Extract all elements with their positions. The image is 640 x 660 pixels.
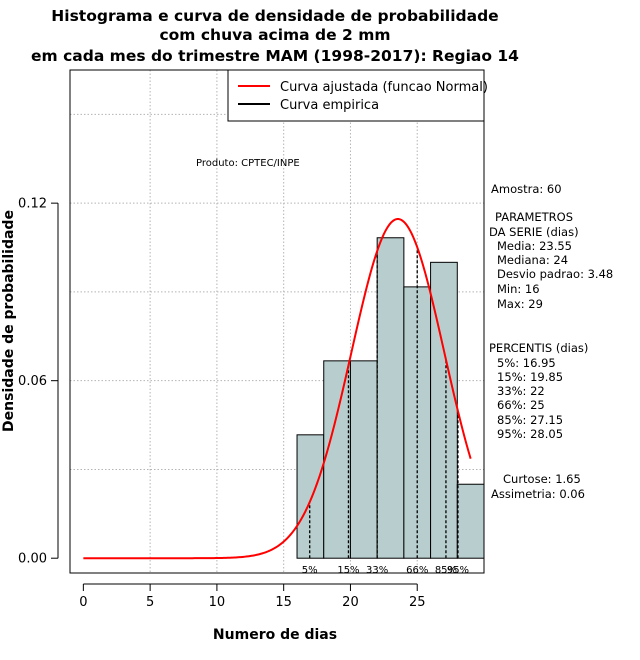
histogram-bars	[296, 237, 485, 559]
stat-p5: 5%: 16.95	[497, 356, 556, 370]
percentile-label: 5%	[302, 565, 318, 576]
legend-label-normal: Curva ajustada (funcao Normal)	[280, 80, 488, 95]
x-tick-label: 10	[209, 595, 226, 610]
x-tick-label: 0	[79, 595, 87, 610]
percentile-label: 95%	[447, 565, 469, 576]
histogram-bar	[323, 360, 351, 559]
histogram-bar	[376, 237, 405, 559]
stat-median: Mediana: 24	[497, 253, 568, 267]
stat-mean: Media: 23.55	[497, 239, 572, 253]
legend-label-empirical: Curva empirica	[280, 98, 379, 113]
x-axis: 0 5 10 15 20 25	[79, 583, 426, 610]
x-tick-label: 20	[342, 595, 359, 610]
title-line-1: Histograma e curva de densidade de proba…	[51, 7, 498, 25]
legend-box	[227, 69, 485, 122]
stat-params-heading: PARAMETROS	[495, 210, 573, 224]
stat-p95: 95%: 28.05	[497, 427, 563, 441]
stat-p15: 15%: 19.85	[497, 370, 563, 384]
statistics-panel: Amostra: 60 PARAMETROS DA SERIE (dias) M…	[489, 182, 613, 501]
title-line-2: com chuva acima de 2 mm	[159, 26, 390, 44]
stat-skewness: Assimetria: 0.06	[491, 487, 585, 501]
y-tick-label: 0.06	[18, 374, 47, 389]
stat-sd: Desvio padrao: 3.48	[497, 267, 613, 281]
stat-p66: 66%: 25	[497, 398, 545, 412]
normal-curve-layer	[83, 218, 472, 560]
chart-title: Histograma e curva de densidade de proba…	[31, 7, 519, 65]
title-line-3: em cada mes do trimestre MAM (1998-2017)…	[31, 47, 519, 65]
stat-kurtosis: Curtose: 1.65	[503, 472, 581, 486]
y-axis: 0.00 0.06 0.12	[18, 197, 59, 567]
histogram-bar	[296, 434, 325, 559]
stat-params-subheading: DA SERIE (dias)	[489, 225, 579, 239]
product-label: Produto: CPTEC/INPE	[196, 158, 300, 169]
stat-max: Max: 29	[497, 297, 543, 311]
x-axis-title: Numero de dias	[213, 627, 337, 643]
normal-curve	[83, 218, 472, 560]
y-axis-title: Densidade de probabilidade	[1, 210, 17, 432]
percentile-label: 85%	[435, 565, 457, 576]
stat-percentiles-heading: PERCENTIS (dias)	[489, 341, 588, 355]
stat-min: Min: 16	[497, 282, 540, 296]
stat-p85: 85%: 27.15	[497, 413, 563, 427]
stat-p33: 33%: 22	[497, 384, 545, 398]
y-tick-label: 0.12	[18, 197, 47, 212]
x-tick-label: 15	[275, 595, 292, 610]
x-tick-label: 25	[409, 595, 426, 610]
legend: Curva ajustada (funcao Normal) Curva emp…	[227, 69, 488, 122]
histogram-bar	[349, 360, 378, 559]
y-tick-label: 0.00	[18, 552, 47, 567]
histogram-bar	[456, 483, 485, 559]
percentile-label: 66%	[406, 565, 428, 576]
percentile-label: 15%	[337, 565, 359, 576]
stat-sample: Amostra: 60	[491, 182, 562, 196]
percentile-lines: 5% 15% 33% 66% 85%95%	[302, 247, 469, 576]
percentile-label: 33%	[366, 565, 388, 576]
x-tick-label: 5	[146, 595, 154, 610]
